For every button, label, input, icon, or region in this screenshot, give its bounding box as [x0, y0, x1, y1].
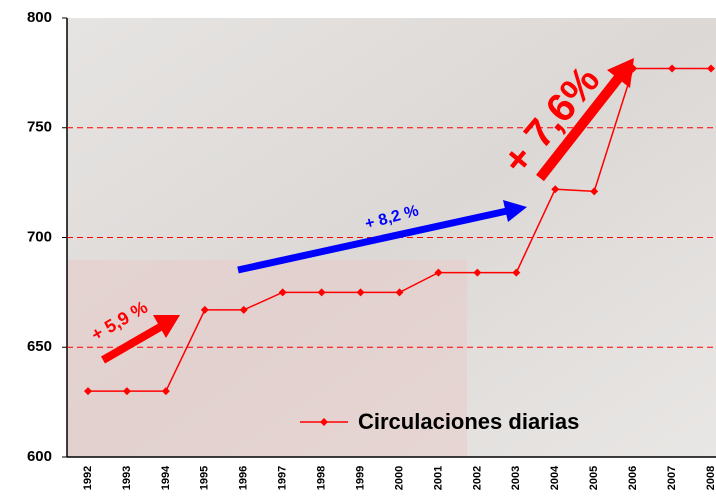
data-point [356, 288, 365, 297]
data-point [590, 187, 599, 196]
data-point [434, 268, 443, 277]
arrow-head [153, 315, 180, 338]
legend-label: Circulaciones diarias [358, 409, 579, 434]
data-point [122, 387, 131, 396]
x-tick-label: 1999 [354, 466, 366, 490]
y-tick-label: 700 [27, 228, 52, 245]
y-tick-label: 800 [27, 9, 52, 26]
arrows [101, 58, 634, 364]
arrow [536, 72, 624, 182]
y-tick-label: 650 [27, 338, 52, 355]
x-tick-label: 2007 [666, 466, 678, 490]
x-tick-label: 2004 [549, 465, 561, 490]
data-point [278, 288, 287, 297]
y-tick-label: 750 [27, 119, 52, 136]
data-point [473, 268, 482, 277]
legend-marker [320, 418, 328, 426]
x-tick-label: 2000 [393, 466, 405, 490]
data-point [317, 288, 326, 297]
x-tick-label: 1992 [82, 466, 94, 490]
arrow [237, 207, 508, 274]
x-tick-label: 2006 [627, 466, 639, 490]
x-tick-label: 2005 [588, 466, 600, 490]
x-tick-label: 1993 [121, 466, 133, 490]
x-tick-label: 1996 [238, 466, 250, 490]
data-point [551, 185, 560, 194]
arrow-head [607, 58, 634, 88]
x-tick-label: 1997 [277, 466, 289, 490]
data-point [84, 387, 92, 396]
x-tick-label: 2002 [471, 466, 483, 490]
data-point [629, 64, 638, 73]
arrow-head [503, 200, 527, 222]
x-tick-label: 2001 [432, 466, 444, 490]
y-tick-label: 600 [27, 448, 52, 465]
x-tick-label: 1998 [316, 466, 328, 490]
x-tick-label: 1994 [160, 465, 172, 490]
arrow [101, 322, 164, 364]
data-point [161, 387, 170, 396]
data-point [668, 64, 677, 73]
data-point [200, 305, 209, 314]
data-point [239, 305, 248, 314]
x-tick-label: 2008 [705, 466, 716, 490]
data-point [707, 64, 715, 73]
data-point [395, 288, 404, 297]
x-tick-label: 1995 [199, 466, 211, 490]
data-point [512, 268, 521, 277]
x-tick-label: 2003 [510, 466, 522, 490]
